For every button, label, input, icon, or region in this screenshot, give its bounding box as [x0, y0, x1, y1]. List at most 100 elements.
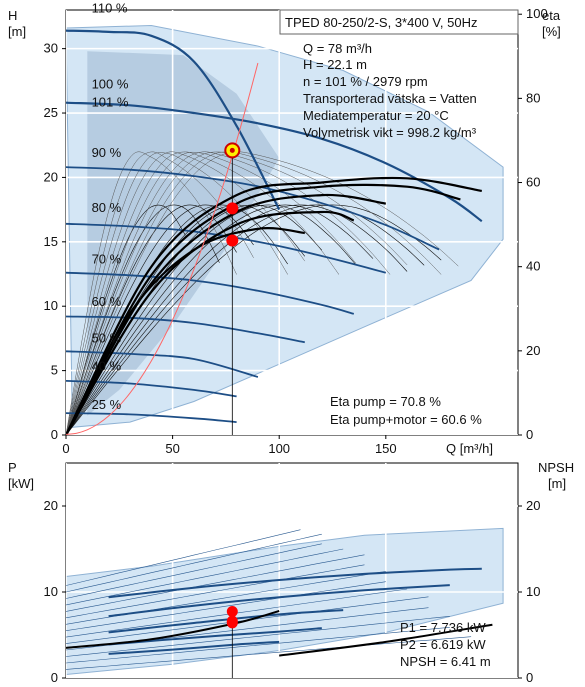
power-curve — [108, 627, 322, 646]
h-axis-label: H — [8, 8, 17, 23]
head-curve — [66, 29, 281, 211]
info-p2: P2 = 6.619 kW — [400, 637, 486, 652]
info-npsh: NPSH = 6.41 m — [400, 654, 491, 669]
p-tick-label: 20 — [44, 498, 58, 513]
thin-eta-curve — [66, 204, 186, 435]
thin-power-curve — [66, 616, 450, 657]
speed-label: 70 % — [92, 252, 122, 267]
head-curve — [66, 315, 305, 344]
power-curve — [108, 640, 280, 655]
thin-power-curve — [66, 533, 322, 593]
eta-tick-label: 40 — [526, 259, 540, 274]
npsh-tick-label: 0 — [526, 670, 533, 685]
power-point-marker — [226, 617, 238, 629]
eta-pump-motor: Eta pump+motor = 60.6 % — [330, 412, 482, 427]
q-tick-label: 150 — [375, 441, 397, 456]
npsh-tick-label: 20 — [526, 498, 540, 513]
h-tick-label: 25 — [44, 105, 58, 120]
thin-power-curve — [66, 636, 472, 670]
thin-power-curve — [66, 548, 344, 606]
thin-power-curve — [66, 543, 322, 599]
h-tick-label: 10 — [44, 298, 58, 313]
head-curve — [66, 166, 440, 251]
thin-power-curve — [66, 581, 386, 631]
q-tick-label: 0 — [62, 441, 69, 456]
bottom-ticks: 0 10 20 0 10 20 — [44, 498, 541, 685]
info-density: Volymetrisk vikt = 998.2 kg/m³ — [303, 125, 477, 140]
npsh-curve — [66, 609, 280, 649]
head-curve — [66, 271, 355, 315]
thin-eta-curve — [66, 151, 459, 435]
npsh-axis-unit: [m] — [548, 476, 566, 491]
power-curve — [108, 584, 450, 618]
operating-points — [224, 142, 241, 247]
power-envelope — [66, 527, 504, 676]
speed-label: 60 % — [92, 294, 122, 309]
npsh-tick-label: 10 — [526, 584, 540, 599]
eta-axis-unit: [%] — [542, 24, 561, 39]
q-axis-label: Q [m³/h] — [446, 441, 493, 456]
thin-eta-curve — [66, 204, 442, 435]
speed-label: 101 % — [92, 95, 129, 110]
eta-curve — [66, 210, 355, 435]
p-tick-label: 10 — [44, 584, 58, 599]
speed-label: 80 % — [92, 200, 122, 215]
system-curve-line — [66, 62, 259, 435]
info-q: Q = 78 m³/h — [303, 41, 372, 56]
efficiency-curves — [66, 176, 482, 435]
system-curve — [66, 62, 259, 435]
thin-eta-curve — [66, 204, 254, 435]
speed-label: 110 % — [92, 1, 128, 16]
thin-power-curves — [66, 529, 472, 670]
thin-power-curve — [66, 529, 301, 586]
h-tick-label: 30 — [44, 41, 58, 56]
operating-point-marker — [226, 234, 239, 247]
thin-eta-curve — [66, 151, 306, 435]
title-box — [279, 9, 519, 35]
info-temp: Mediatemperatur = 20 °C — [303, 108, 449, 123]
thin-eta-curve — [66, 151, 357, 435]
top-ticks: 0 5 10 15 20 25 30 0 20 40 60 80 100 0 50 100 150 — [44, 6, 548, 456]
speed-label: 25 % — [92, 397, 122, 412]
power-point-marker — [226, 605, 238, 617]
eta-axis-label: eta — [542, 8, 561, 23]
p-axis-unit: [kW] — [8, 476, 34, 491]
power-npsh-panel: 0 10 20 0 10 20 P [kW] NPSH [m] P1 = 7.736 kW… — [8, 460, 574, 685]
q-tick-label: 50 — [165, 441, 179, 456]
npsh-axis-label: NPSH — [538, 460, 574, 475]
eta-tick-label: 0 — [526, 427, 533, 442]
info-n: n = 101 % / 2979 rpm — [303, 74, 428, 89]
info-p1: P1 = 7.736 kW — [400, 620, 486, 635]
eta-curve — [66, 227, 305, 435]
info-block: Q = 78 m³/h H = 22.1 m n = 101 % / 2979 … — [303, 41, 477, 140]
power-curve — [108, 567, 482, 599]
operating-point-marker — [226, 202, 239, 215]
power-operating-points — [226, 605, 238, 629]
eta-tick-label: 60 — [526, 175, 540, 190]
top-grid — [66, 10, 518, 435]
eta-curve — [66, 193, 386, 435]
speed-label: 50 % — [92, 330, 122, 345]
speed-labels: 110 % 100 % 101 % 90 % 80 % 70 % 60 % 50 % 40 % 2… — [92, 1, 129, 413]
preferred-region — [87, 51, 280, 416]
head-curve — [66, 412, 237, 423]
thin-eta-curve — [66, 151, 340, 435]
info-h: H = 22.1 m — [303, 57, 367, 72]
head-curves — [66, 29, 483, 423]
eta-curve — [66, 176, 482, 435]
speed-label: 40 % — [92, 359, 122, 374]
q-tick-label: 100 — [268, 441, 290, 456]
eta-pump: Eta pump = 70.8 % — [330, 394, 441, 409]
head-curve — [66, 101, 483, 223]
h-tick-label: 5 — [51, 363, 58, 378]
info-liquid: Transporterad vätska = Vatten — [303, 91, 477, 106]
h-tick-label: 0 — [51, 427, 58, 442]
eta-tick-label: 80 — [526, 90, 540, 105]
h-tick-label: 20 — [44, 169, 58, 184]
h-tick-label: 15 — [44, 234, 58, 249]
npsh-curve — [279, 623, 493, 657]
duty-point-center — [229, 147, 235, 153]
eta-tick-label: 100 — [526, 6, 548, 21]
